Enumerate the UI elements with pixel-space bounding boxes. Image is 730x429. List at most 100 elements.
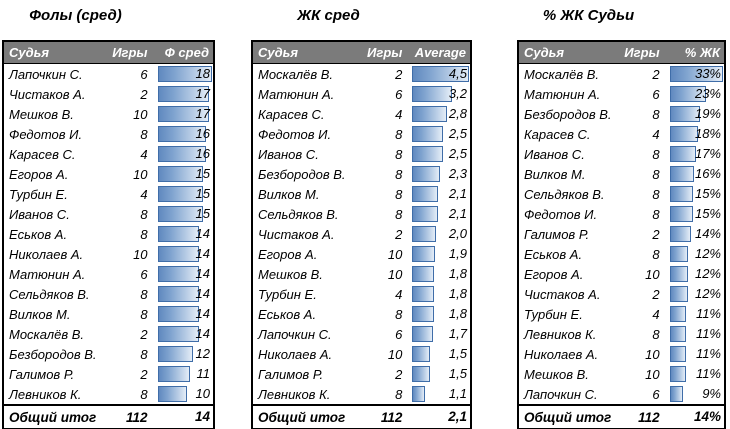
table-row: Егоров А. 10 15 <box>4 164 213 184</box>
grand-total-value: 14 <box>194 409 210 424</box>
value-cell: 18 <box>157 64 213 84</box>
value-data-bar <box>157 106 209 122</box>
value-cell: 17% <box>669 144 724 164</box>
value-data-bar <box>669 306 687 322</box>
grand-total-games: 112 <box>126 409 148 425</box>
games-count-cell: 8 <box>652 166 660 182</box>
table-row: Федотов И. 8 2,5 <box>253 124 470 144</box>
value-cell: 17 <box>157 104 213 124</box>
value-label: 14 <box>195 226 210 241</box>
value-cell: 19% <box>669 104 724 124</box>
value-data-bar <box>412 106 447 122</box>
games-count-cell: 4 <box>140 146 148 162</box>
games-count-cell: 8 <box>652 146 660 162</box>
judge-name-cell: Москалёв В. <box>9 326 85 342</box>
games-count-cell: 8 <box>395 166 403 182</box>
value-label: 16 <box>195 146 210 161</box>
value-cell: 23% <box>669 84 724 104</box>
judge-name-cell: Николаев А. <box>258 346 333 362</box>
value-data-bar <box>669 286 688 302</box>
value-data-bar <box>412 126 443 142</box>
games-count-cell: 8 <box>652 246 660 262</box>
value-data-bar <box>157 246 200 262</box>
games-count-cell: 2 <box>395 366 403 382</box>
value-label: 4,5 <box>448 66 467 81</box>
games-count-cell: 6 <box>652 386 660 402</box>
value-data-bar <box>412 286 434 302</box>
table-title: % ЖК Судьи <box>542 7 635 24</box>
value-data-bar <box>669 386 683 402</box>
value-label: 11% <box>695 306 721 321</box>
value-label: 2,0 <box>448 226 467 241</box>
value-data-bar <box>157 366 191 382</box>
value-cell: 1,1 <box>411 384 470 404</box>
games-count-cell: 10 <box>645 366 660 382</box>
games-count-cell: 10 <box>133 166 148 182</box>
judge-name-cell: Матюнин А. <box>258 86 335 102</box>
games-count-cell: 4 <box>652 126 660 142</box>
judge-name-cell: Чистаков А. <box>258 226 335 242</box>
value-label: 2,8 <box>448 106 467 121</box>
judge-name-cell: Николаев А. <box>9 246 84 262</box>
games-count-cell: 8 <box>395 306 403 322</box>
games-count-cell: 8 <box>140 126 148 142</box>
value-cell: 3,2 <box>411 84 470 104</box>
judge-name-cell: Иванов С. <box>258 146 319 162</box>
value-data-bar <box>669 146 697 162</box>
value-label: 1,7 <box>448 326 467 341</box>
judge-name-cell: Галимов Р. <box>258 366 324 382</box>
value-cell: 1,9 <box>411 244 470 264</box>
table-row: Иванов С. 8 2,5 <box>253 144 470 164</box>
judge-name-cell: Еськов А. <box>524 246 583 262</box>
games-count-cell: 10 <box>133 246 148 262</box>
value-data-bar <box>412 66 469 82</box>
games-count-cell: 2 <box>652 286 660 302</box>
value-cell: 2,3 <box>411 164 470 184</box>
value-data-bar <box>412 146 443 162</box>
table-row: Сельдяков В. 8 15% <box>519 184 724 204</box>
value-data-bar <box>669 106 700 122</box>
value-data-bar <box>412 246 436 262</box>
games-count-cell: 2 <box>652 226 660 242</box>
games-count-cell: 8 <box>140 226 148 242</box>
judge-name-cell: Турбин Е. <box>524 306 583 322</box>
judge-name-cell: Турбин Е. <box>258 286 317 302</box>
value-label: 14 <box>195 246 210 261</box>
value-label: 12 <box>195 346 210 361</box>
judge-name-cell: Безбородов В. <box>524 106 612 122</box>
judge-name-cell: Матюнин А. <box>524 86 601 102</box>
games-count-cell: 8 <box>140 206 148 222</box>
table-row: Мешков В. 10 1,8 <box>253 264 470 284</box>
value-cell: 14% <box>669 224 724 244</box>
value-data-bar <box>669 246 688 262</box>
value-cell: 15 <box>157 204 213 224</box>
table-row: Сельдяков В. 8 2,1 <box>253 204 470 224</box>
judge-name-cell: Федотов И. <box>258 126 332 142</box>
column-header-games: Игры <box>624 45 660 60</box>
value-label: 17 <box>195 106 210 121</box>
value-cell: 16 <box>157 124 213 144</box>
value-cell: 1,8 <box>411 304 470 324</box>
value-data-bar <box>669 66 723 82</box>
value-data-bar <box>669 226 692 242</box>
referee-table: Судья Игры Ф сред Лапочкин С. 6 18 Чистаков А.… <box>2 40 215 429</box>
table-row: Галимов Р. 2 14% <box>519 224 724 244</box>
value-cell: 12% <box>669 244 724 264</box>
games-count-cell: 8 <box>395 126 403 142</box>
value-cell: 1,5 <box>411 344 470 364</box>
value-cell: 11% <box>669 324 724 344</box>
judge-name-cell: Галимов Р. <box>9 366 75 382</box>
value-cell: 11% <box>669 364 724 384</box>
value-data-bar <box>669 366 687 382</box>
games-count-cell: 10 <box>645 266 660 282</box>
games-count-cell: 10 <box>645 346 660 362</box>
games-count-cell: 6 <box>140 266 148 282</box>
judge-name-cell: Иванов С. <box>524 146 585 162</box>
table-row: Матюнин А. 6 3,2 <box>253 84 470 104</box>
games-count-cell: 8 <box>395 186 403 202</box>
table-row: Еськов А. 8 1,8 <box>253 304 470 324</box>
judge-name-cell: Левников К. <box>524 326 597 342</box>
value-data-bar <box>669 206 693 222</box>
grand-total-games: 112 <box>380 409 403 425</box>
table-row: Карасев С. 4 18% <box>519 124 724 144</box>
